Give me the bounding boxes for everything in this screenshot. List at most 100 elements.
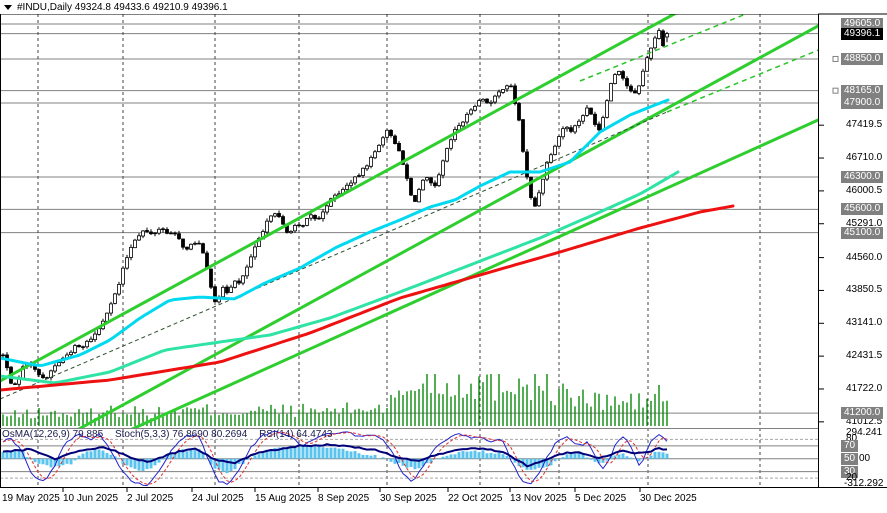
candle-body	[165, 229, 169, 234]
candle-body	[185, 246, 189, 250]
month-separators	[37, 14, 761, 487]
candle-body	[421, 179, 425, 191]
candle-body	[245, 266, 249, 277]
line-anchor-square[interactable]	[832, 87, 839, 94]
candle-body	[197, 242, 201, 245]
candle-body	[141, 230, 145, 237]
osma-bar	[561, 457, 565, 459]
osma-bar	[657, 451, 661, 459]
candle-body	[557, 136, 561, 147]
candle-body	[401, 150, 405, 165]
osma-bar	[485, 453, 489, 459]
candle-body	[461, 121, 465, 127]
price-level-lines	[0, 23, 818, 414]
osma-bar	[193, 448, 197, 459]
candle-body	[657, 30, 661, 39]
ma-mid-springgreen[interactable]	[0, 170, 680, 385]
osma-bar	[513, 458, 517, 463]
osma-bar	[597, 458, 601, 464]
ma-slow-red[interactable]	[0, 204, 735, 392]
candle-body	[1, 354, 5, 357]
osma-bar	[441, 456, 445, 459]
osma-bar	[281, 447, 285, 459]
candle-body	[413, 195, 417, 202]
price-axis-label: 42431.5	[846, 350, 883, 362]
candle-body	[305, 218, 309, 226]
osma-bar	[257, 454, 261, 459]
collapse-triangle-icon[interactable]	[4, 4, 12, 10]
trendline-dashed-dark[interactable]	[0, 111, 668, 400]
candle-body	[265, 220, 269, 233]
rsi-line	[2, 443, 668, 468]
candle-body	[653, 37, 657, 49]
candle-body	[133, 239, 137, 249]
ma-fast-cyan[interactable]	[0, 98, 670, 367]
osma-bar	[145, 458, 149, 470]
channel-line-upper[interactable]	[0, 0, 700, 383]
candle-body	[369, 156, 373, 167]
candle-body	[549, 154, 553, 163]
osma-bar	[261, 451, 265, 459]
trendline-dashed-green-projection[interactable]	[666, 22, 887, 113]
candle-body	[129, 246, 133, 258]
osma-bar	[161, 458, 165, 460]
candle-body	[57, 362, 61, 367]
osma-bar	[129, 458, 133, 468]
chart-title: #INDU,Daily 49324.8 49433.6 49210.9 4939…	[17, 1, 228, 13]
axis-ticks	[62, 55, 839, 492]
candle-body	[97, 328, 101, 335]
osma-bar	[601, 458, 605, 463]
osma-bar	[21, 451, 25, 459]
candle-body	[449, 139, 453, 149]
candle-body	[193, 242, 197, 245]
time-axis-label: 13 Nov 2025	[510, 493, 567, 504]
line-anchor-square[interactable]	[832, 55, 839, 62]
osma-bar	[121, 458, 125, 465]
current-price-label: 49396.1	[841, 27, 884, 40]
osma-bar	[69, 458, 73, 465]
time-axis-label: 30 Dec 2025	[640, 493, 697, 504]
time-axis-label: 30 Sep 2025	[380, 493, 437, 504]
osma-bar	[57, 458, 61, 467]
osma-bar	[297, 447, 301, 459]
candle-body	[125, 257, 129, 269]
chart-title-bar: #INDU,Daily 49324.8 49433.6 49210.9 4939…	[0, 0, 818, 14]
candle-body	[345, 184, 349, 190]
osma-bar	[137, 458, 141, 471]
chart-frame	[0, 13, 887, 488]
osma-bar	[653, 451, 657, 459]
time-axis-label: 10 Jun 2025	[63, 493, 119, 504]
osma-bar	[353, 451, 357, 459]
channel-line-lower[interactable]	[0, 2, 862, 472]
osma-bar	[41, 458, 45, 465]
price-axis-label: 46710.0	[846, 152, 883, 164]
time-axis-label: 24 Jul 2025	[192, 493, 244, 504]
osma-bar	[109, 454, 113, 459]
candle-body	[361, 167, 365, 176]
channel-line-outer[interactable]	[130, 89, 887, 430]
osma-bar	[637, 458, 641, 462]
candle-body	[201, 243, 205, 254]
candle-body	[169, 232, 173, 235]
candle-body	[113, 293, 117, 304]
osma-bar	[617, 454, 621, 459]
candle-body	[537, 192, 541, 207]
osma-bar	[437, 458, 441, 460]
candle-body	[445, 148, 449, 162]
candle-body	[81, 346, 85, 348]
candle-body	[389, 129, 393, 136]
candle-body	[221, 286, 225, 298]
candle-body	[541, 178, 545, 194]
candle-body	[477, 100, 481, 107]
osma-bar	[317, 445, 321, 459]
osma-bar	[157, 458, 161, 463]
candle-body	[589, 107, 593, 115]
osma-bar	[125, 458, 129, 466]
candle-body	[13, 383, 17, 385]
osma-bar	[65, 458, 69, 464]
candle-body	[465, 113, 469, 123]
osma-bar	[629, 457, 633, 459]
osma-bar	[185, 451, 189, 459]
price-axis-label: 47419.5	[846, 119, 883, 131]
